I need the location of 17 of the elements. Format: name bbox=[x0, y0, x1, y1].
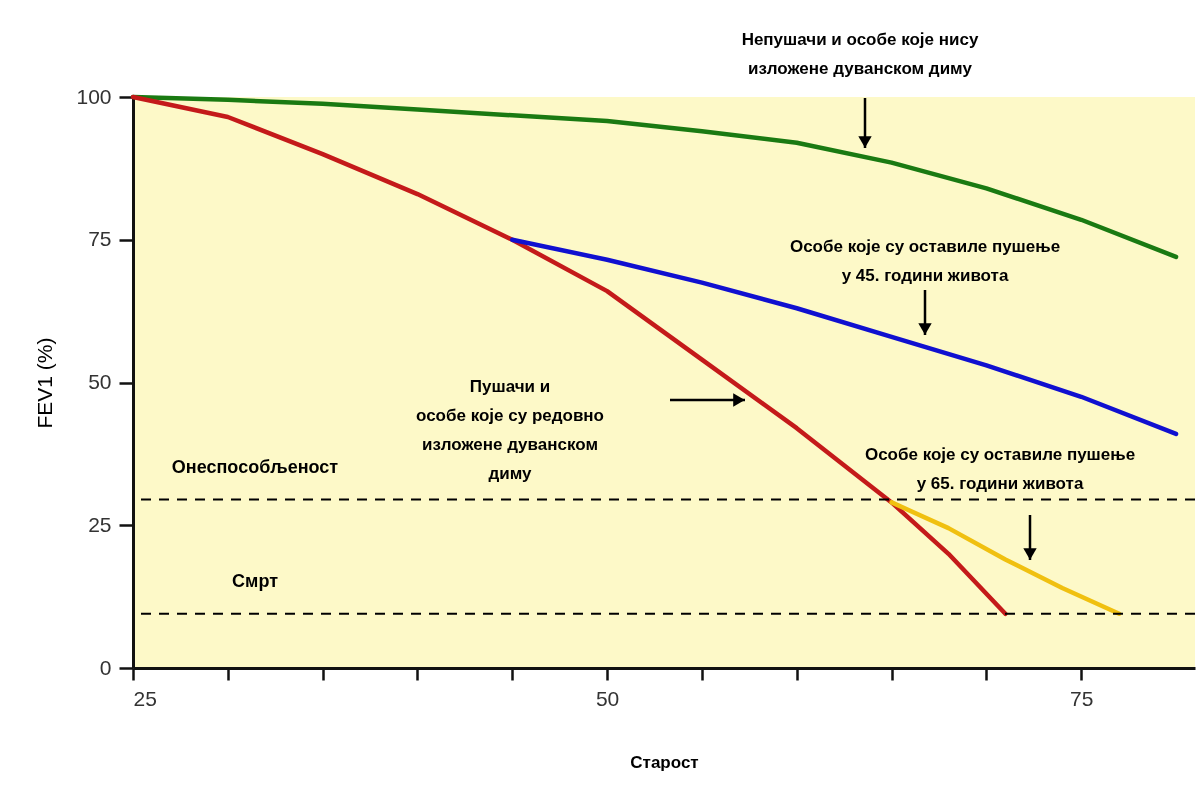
y-tick-label: 50 bbox=[88, 370, 112, 393]
text: Непушачи и особе које нису изложене дуванском диму bbox=[741, 30, 979, 78]
annotation: Пушачи и особе које су редовно изложене дуванском диму bbox=[416, 377, 604, 483]
x-tick-label: 25 bbox=[133, 686, 157, 710]
y-axis-title: FEV1 (%) bbox=[33, 337, 57, 429]
ref-line-label: Онеспособљеност bbox=[171, 456, 339, 477]
annotation: Особе које су оставиле пушење у 45. години живота bbox=[789, 237, 1061, 285]
ref-line-label: Смрт bbox=[232, 570, 279, 591]
x-tick-label: 50 bbox=[595, 686, 620, 710]
y-tick-label: 0 bbox=[99, 655, 112, 679]
y-tick-label: 100 bbox=[76, 84, 112, 108]
line-series bbox=[889, 500, 1122, 617]
y-tick-label: 25 bbox=[88, 512, 112, 536]
x-tick-label: 75 bbox=[1070, 686, 1094, 710]
y-tick-label: 75 bbox=[88, 227, 112, 251]
x-axis-title: Старост bbox=[630, 752, 699, 772]
annotation: Особе које су оставиле пушење у 65. години живота bbox=[864, 445, 1136, 493]
